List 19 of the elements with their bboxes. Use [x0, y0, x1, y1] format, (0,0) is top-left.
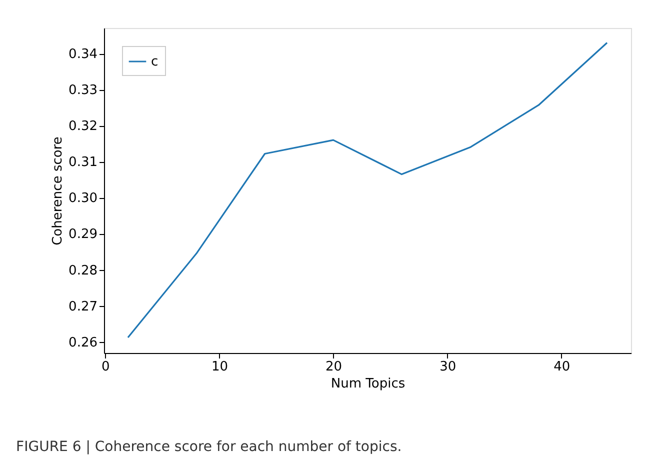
x-axis-title: Num Topics — [330, 376, 406, 392]
y-tick-label: 0.28 — [68, 263, 98, 278]
caption: FIGURE 6 | Coherence score for each number of topics. — [16, 439, 402, 455]
y-tick-label: 0.27 — [68, 299, 98, 314]
y-tick-label: 0.31 — [68, 155, 98, 170]
y-tick-label: 0.26 — [68, 335, 98, 350]
y-tick-label: 0.34 — [68, 47, 98, 62]
x-tick-label: 0 — [102, 360, 110, 374]
x-tick-label: 20 — [326, 360, 342, 374]
y-axis-title: Coherence score — [50, 136, 66, 246]
legend-label: c — [151, 54, 158, 70]
y-tick-label: 0.33 — [68, 83, 98, 98]
y-tick-label: 0.30 — [68, 191, 98, 206]
x-tick-label: 30 — [440, 360, 456, 374]
x-tick-label: 40 — [554, 360, 570, 374]
x-tick-label: 10 — [211, 360, 228, 374]
y-tick-label: 0.32 — [68, 119, 98, 134]
line-series — [127, 42, 608, 338]
y-tick-label: 0.29 — [68, 227, 98, 242]
